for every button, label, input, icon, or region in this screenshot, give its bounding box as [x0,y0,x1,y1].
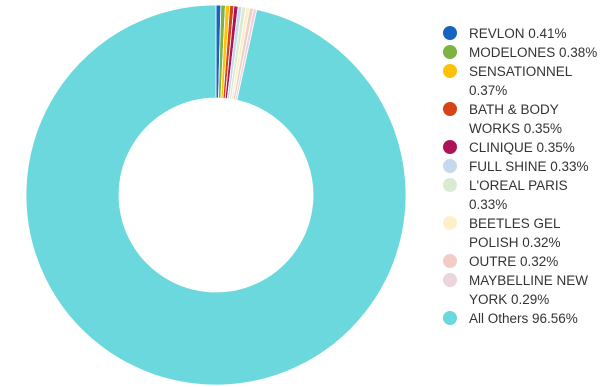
donut-chart [25,4,407,386]
legend-item-sensationnel[interactable]: SENSATIONNEL 0.37% [443,62,601,100]
legend-label: L'OREAL PARIS 0.33% [469,178,568,212]
legend-label: BEETLES GEL POLISH 0.32% [469,216,561,250]
legend-swatch [443,273,457,287]
legend-swatch [443,159,457,173]
legend-item-maybelline-new-york[interactable]: MAYBELLINE NEW YORK 0.29% [443,271,601,309]
legend-item-l-oreal-paris[interactable]: L'OREAL PARIS 0.33% [443,176,601,214]
legend-item-revlon[interactable]: REVLON 0.41% [443,24,601,43]
legend-swatch [443,45,457,59]
legend-label: MODELONES 0.38% [469,45,598,60]
legend-label: OUTRE 0.32% [469,254,559,269]
legend-label: CLINIQUE 0.35% [469,140,575,155]
legend-item-beetles-gel-polish[interactable]: BEETLES GEL POLISH 0.32% [443,214,601,252]
legend-label: All Others 96.56% [469,311,578,326]
legend-swatch [443,64,457,78]
donut-slice-all-others[interactable] [25,4,407,386]
legend-swatch [443,26,457,40]
legend-item-full-shine[interactable]: FULL SHINE 0.33% [443,157,601,176]
legend-label: SENSATIONNEL 0.37% [469,64,572,98]
legend-label: MAYBELLINE NEW YORK 0.29% [469,273,589,307]
legend-item-clinique[interactable]: CLINIQUE 0.35% [443,138,601,157]
legend-swatch [443,178,457,192]
chart-legend: REVLON 0.41% MODELONES 0.38% SENSATIONNEL … [443,24,601,328]
legend-item-all-others[interactable]: All Others 96.56% [443,309,601,328]
legend-swatch [443,216,457,230]
legend-label: BATH & BODY WORKS 0.35% [469,102,563,136]
legend-item-outre[interactable]: OUTRE 0.32% [443,252,601,271]
legend-item-modelones[interactable]: MODELONES 0.38% [443,43,601,62]
legend-swatch [443,254,457,268]
legend-label: REVLON 0.41% [469,26,567,41]
legend-label: FULL SHINE 0.33% [469,159,589,174]
legend-swatch [443,311,457,325]
legend-item-bath-body-works[interactable]: BATH & BODY WORKS 0.35% [443,100,601,138]
legend-swatch [443,102,457,116]
legend-swatch [443,140,457,154]
